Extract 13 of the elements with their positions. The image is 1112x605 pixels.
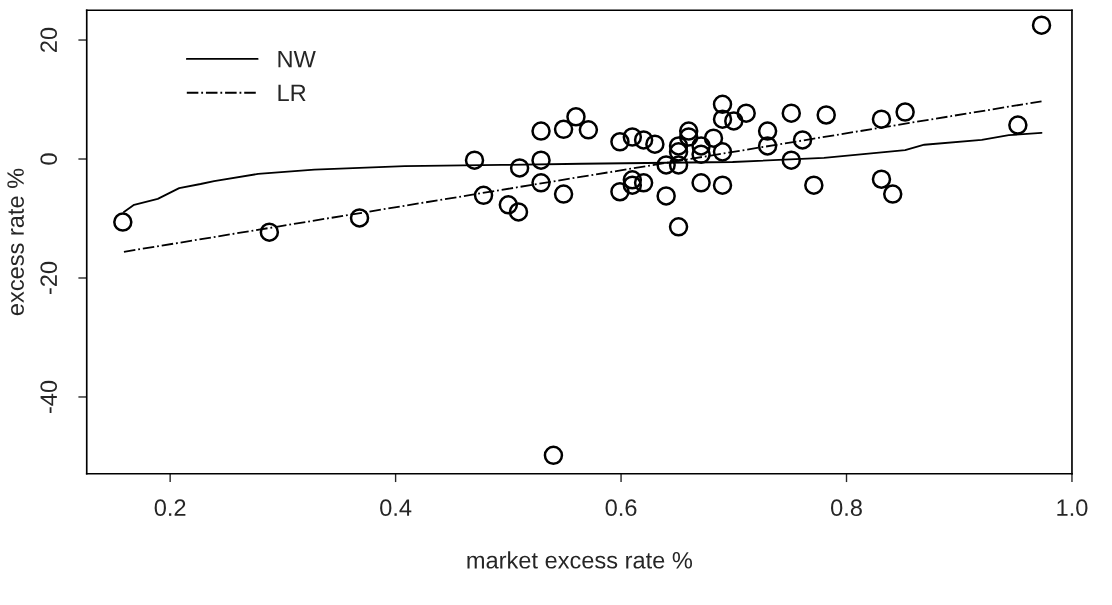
x-tick-label: 0.8 — [831, 499, 862, 517]
y-tick-label: 0 — [40, 153, 58, 165]
x-axis-title: market excess rate % — [467, 551, 693, 569]
y-axis-title: excess rate % — [7, 168, 24, 316]
y-tick-label: 20 — [40, 27, 58, 52]
x-tick-label: 0.6 — [605, 499, 637, 517]
y-tick-label: -20 — [40, 261, 58, 294]
y-tick-label: -40 — [40, 380, 58, 413]
legend-label: LR — [278, 84, 306, 101]
x-tick-label: 1.0 — [1057, 499, 1088, 517]
x-tick-label: 0.4 — [380, 499, 412, 517]
x-tick-label: 0.2 — [154, 499, 186, 517]
legend-label: NW — [278, 50, 316, 68]
